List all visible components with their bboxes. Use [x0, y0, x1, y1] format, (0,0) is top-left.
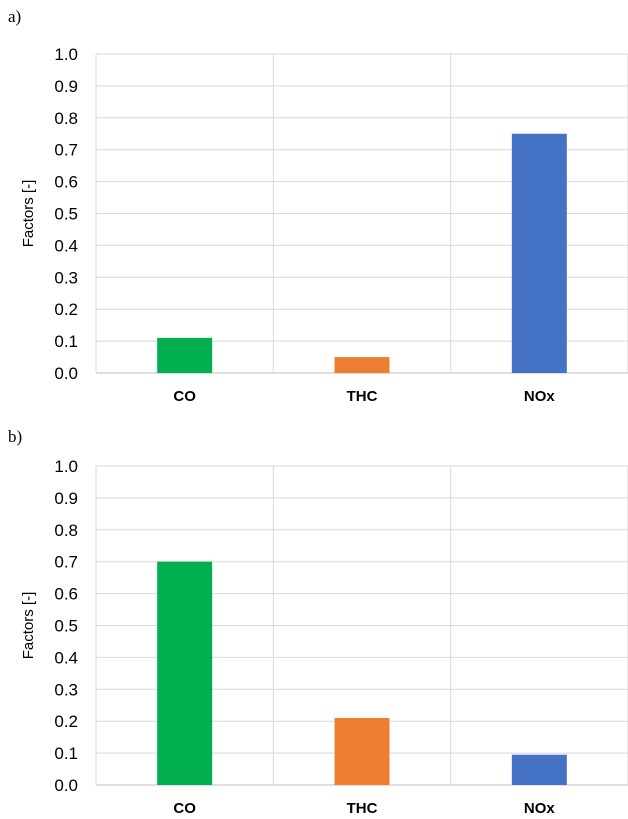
y-tick-label: 0.0 [54, 364, 78, 383]
y-tick-label: 1.0 [54, 457, 78, 476]
bar-nox [511, 754, 567, 785]
chart-panel-b: b) 0.0 0.1 0.2 0.3 0.4 0.5 0.6 0.7 0.8 0.9 1.0 CO THC… [8, 427, 628, 817]
y-tick-label: 0.1 [54, 332, 78, 351]
x-tick-label: THC [347, 800, 378, 817]
bar-nox [511, 133, 567, 373]
y-tick-label: 0.6 [54, 585, 78, 604]
y-axis-label: Factors [-] [20, 592, 37, 660]
y-tick-label: 0.9 [54, 489, 78, 508]
x-tick-label: NOx [524, 388, 556, 405]
x-tick-label: NOx [524, 800, 556, 817]
y-tick-label: 0.7 [54, 553, 78, 572]
y-tick-label: 0.7 [54, 141, 78, 160]
y-tick-label: 0.4 [54, 648, 78, 667]
y-tick-label: 0.0 [54, 776, 78, 795]
x-tick-label: CO [173, 388, 196, 405]
y-tick-label: 0.6 [54, 173, 78, 192]
bar-thc [334, 718, 390, 785]
chart-panel-a: a) 0.0 0.1 0.2 0.3 0.4 0.5 0.6 0.7 0.8 0.9 1.0 CO THC… [8, 7, 628, 405]
y-tick-label: 0.8 [54, 521, 78, 540]
y-tick-label: 0.8 [54, 109, 78, 128]
y-axis-label: Factors [-] [20, 180, 37, 248]
bar-thc [334, 357, 390, 373]
y-tick-label: 0.1 [54, 744, 78, 763]
y-tick-label: 0.4 [54, 236, 78, 255]
y-tick-label: 0.3 [54, 680, 78, 699]
x-tick-label: THC [347, 388, 378, 405]
bar-co [157, 561, 213, 785]
y-tick-label: 0.3 [54, 268, 78, 287]
panel-label: b) [8, 427, 22, 446]
y-tick-label: 0.2 [54, 712, 78, 731]
panel-label: a) [8, 7, 21, 26]
x-tick-label: CO [173, 800, 196, 817]
y-tick-label: 0.2 [54, 300, 78, 319]
y-tick-label: 0.5 [54, 617, 78, 636]
y-tick-label: 1.0 [54, 45, 78, 64]
bar-co [157, 337, 213, 373]
y-tick-label: 0.5 [54, 205, 78, 224]
y-tick-label: 0.9 [54, 77, 78, 96]
